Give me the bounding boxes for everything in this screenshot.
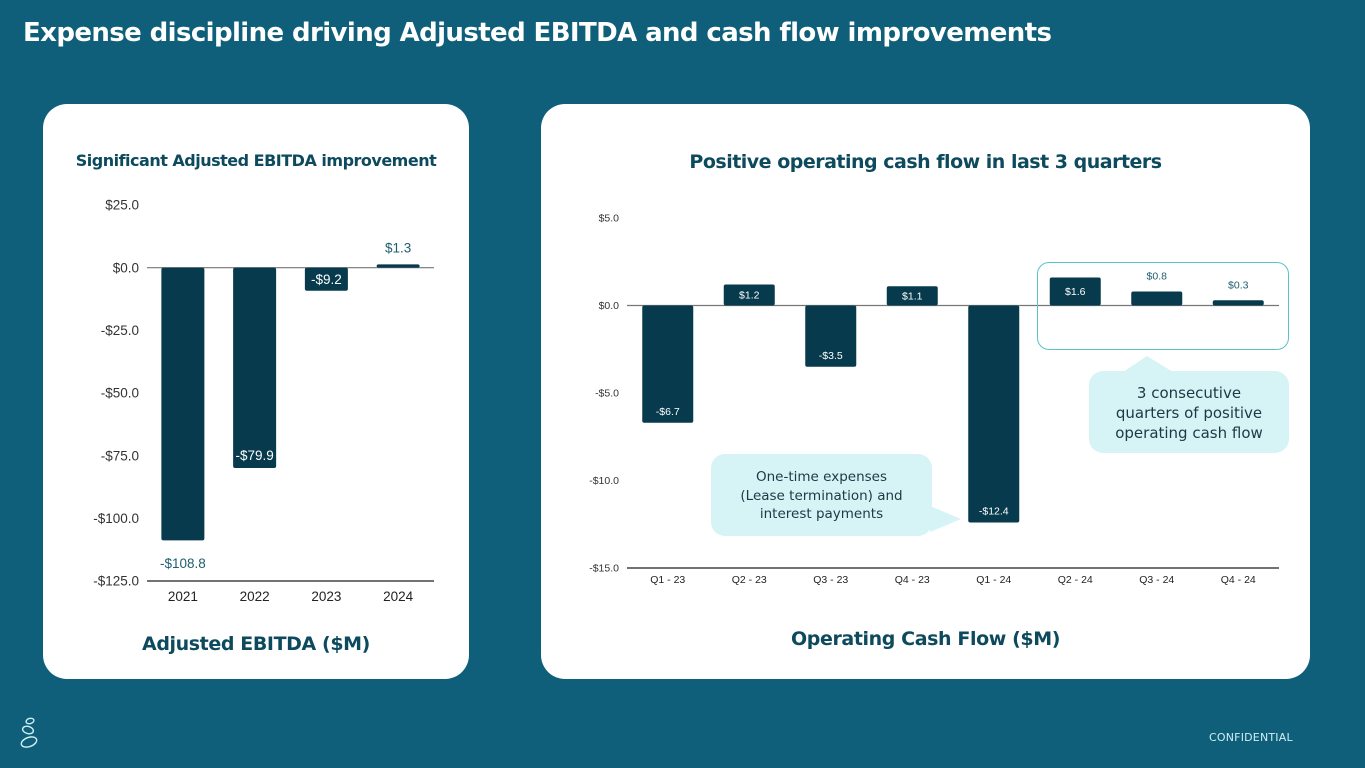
cash-flow-chart-heading: Positive operating cash flow in last 3 q… [689, 151, 1162, 173]
callout-text-line: interest payments [759, 506, 884, 522]
bar [1212, 300, 1264, 306]
data-label: $1.2 [739, 290, 760, 302]
callout-consecutive-pointer [1123, 356, 1173, 372]
bar [642, 305, 694, 423]
y-tick-label: $25.0 [105, 198, 139, 213]
positive-quarters-highlight [1037, 262, 1289, 350]
bar [376, 264, 420, 268]
slide-title: Expense discipline driving Adjusted EBIT… [23, 18, 1052, 48]
x-tick-label: Q4 - 23 [895, 574, 930, 586]
callout-pointers [930, 356, 1173, 532]
data-label: -$12.4 [979, 506, 1009, 518]
x-tick-label: Q3 - 24 [1139, 574, 1174, 586]
data-label: -$3.5 [819, 350, 843, 362]
data-label: $0.8 [1147, 271, 1168, 283]
x-tick-label: Q1 - 23 [650, 574, 685, 586]
callout-text-line: operating cash flow [1115, 424, 1263, 442]
x-tick-label: 2021 [168, 589, 198, 604]
y-tick-label: -$5.0 [595, 388, 619, 400]
bar [304, 267, 348, 291]
x-tick-label: Q1 - 24 [976, 574, 1011, 586]
bar [1049, 277, 1101, 306]
consecutive-quarters-callout: 3 consecutive quarters of positive opera… [1089, 371, 1289, 453]
bar [1131, 291, 1183, 306]
x-tick-label: Q4 - 24 [1221, 574, 1256, 586]
ebitda-chart-heading: Significant Adjusted EBITDA improvement [75, 151, 437, 170]
bar [161, 267, 205, 541]
callout-one-time-pointer [930, 506, 961, 532]
confidential-label: CONFIDENTIAL [1209, 731, 1293, 744]
x-tick-label: Q2 - 23 [732, 574, 767, 586]
y-tick-label: -$10.0 [589, 475, 619, 487]
y-tick-label: -$100.0 [93, 511, 139, 526]
callout-text-line: 3 consecutive [1136, 384, 1242, 402]
cash-flow-bar-chart: $5.0 $0.0 -$5.0 -$10.0 -$15.0 Q1 - 23 -$6.7 Q2 … [589, 213, 1279, 586]
operating-cash-flow-card: Positive operating cash flow in last 3 q… [541, 104, 1310, 679]
y-tick-label: -$25.0 [101, 323, 139, 338]
bar [886, 286, 938, 306]
y-tick-label: $5.0 [599, 213, 620, 225]
data-label: -$9.2 [311, 272, 342, 287]
ebitda-bar-chart: $25.0 $0.0 -$25.0 -$50.0 -$75.0 -$100.0 -$125.… [93, 198, 434, 604]
data-label: $1.3 [385, 240, 411, 255]
bar [968, 305, 1020, 523]
one-time-expenses-callout: One-time expenses (Lease termination) an… [711, 454, 932, 536]
y-tick-label: -$50.0 [101, 386, 139, 401]
bar [233, 267, 277, 468]
x-tick-label: 2022 [240, 589, 270, 604]
data-label: -$108.8 [160, 556, 206, 571]
stacked-stones-icon [20, 717, 38, 748]
y-tick-label: -$75.0 [101, 448, 139, 463]
y-tick-label: -$15.0 [589, 563, 619, 575]
x-tick-label: 2024 [383, 589, 414, 604]
x-tick-label: 2023 [311, 589, 341, 604]
data-label: $1.6 [1065, 286, 1086, 298]
cash-flow-chart-footer: Operating Cash Flow ($M) [791, 628, 1060, 650]
bar [723, 284, 775, 306]
bar [805, 305, 857, 367]
callout-text-line: One-time expenses [755, 469, 887, 485]
y-tick-label: $0.0 [599, 300, 620, 312]
data-label: -$6.7 [656, 406, 680, 418]
data-label: $0.3 [1228, 279, 1249, 291]
x-tick-label: Q2 - 24 [1058, 574, 1093, 586]
y-tick-label: -$125.0 [93, 574, 139, 589]
y-tick-label: $0.0 [113, 260, 139, 275]
callout-text-line: quarters of positive [1115, 404, 1263, 422]
x-tick-label: Q3 - 23 [813, 574, 848, 586]
adjusted-ebitda-card: Significant Adjusted EBITDA improvement … [43, 104, 469, 679]
callout-text-line: (Lease termination) and [740, 487, 903, 504]
data-label: $1.1 [902, 291, 923, 303]
ebitda-chart-footer: Adjusted EBITDA ($M) [142, 633, 370, 655]
data-label: -$79.9 [235, 448, 273, 463]
